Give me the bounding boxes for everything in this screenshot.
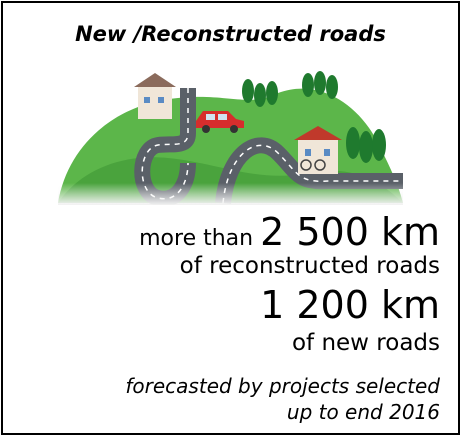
card: New /Reconstructed roads more <box>1 1 460 435</box>
footnote-line: forecasted by projects selected <box>125 374 440 398</box>
new-label: of new roads <box>292 330 440 356</box>
new-amount: 1 200 km <box>260 283 440 327</box>
page: New /Reconstructed roads more <box>0 0 461 436</box>
footnote-line: up to end 2016 <box>287 400 440 424</box>
reconstructed-label: of reconstructed roads <box>180 253 440 279</box>
road-illustration <box>58 63 403 205</box>
reconstructed-amount: 2 500 km <box>260 210 440 254</box>
title: New /Reconstructed roads <box>3 22 458 46</box>
reconstructed-line: more than 2 500 km <box>139 210 440 254</box>
prefix: more than <box>139 226 253 251</box>
